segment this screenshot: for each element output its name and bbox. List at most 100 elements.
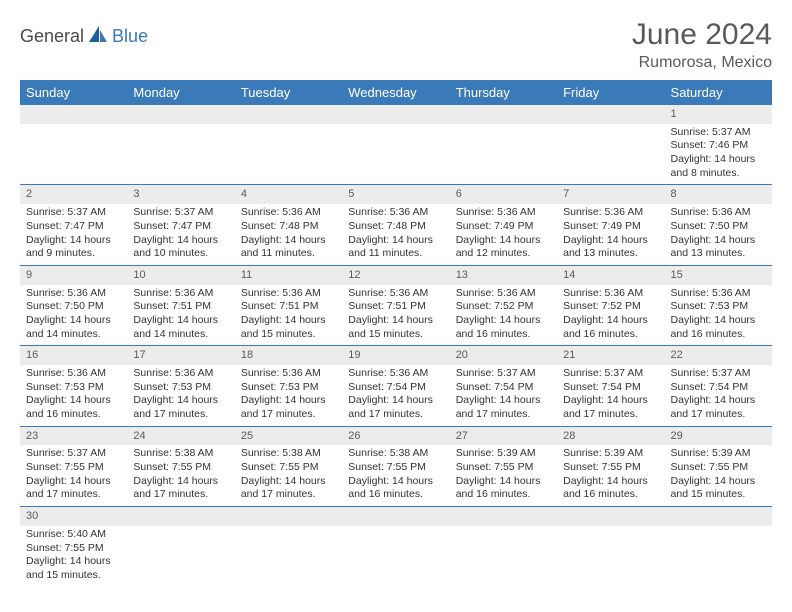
- day-details-cell: Sunrise: 5:39 AMSunset: 7:55 PMDaylight:…: [665, 445, 772, 506]
- day-details-cell: Sunrise: 5:36 AMSunset: 7:51 PMDaylight:…: [235, 285, 342, 346]
- day-number-row: 23242526272829: [20, 426, 772, 445]
- day-number-cell: 13: [450, 265, 557, 284]
- day-details-cell: Sunrise: 5:36 AMSunset: 7:51 PMDaylight:…: [127, 285, 234, 346]
- day-number-cell: 7: [557, 185, 664, 204]
- day-number-cell: 16: [20, 346, 127, 365]
- sun-info: Sunrise: 5:36 AMSunset: 7:51 PMDaylight:…: [133, 287, 228, 342]
- day-details-cell: Sunrise: 5:36 AMSunset: 7:48 PMDaylight:…: [342, 204, 449, 265]
- sun-info: Sunrise: 5:36 AMSunset: 7:48 PMDaylight:…: [348, 206, 443, 261]
- day-number-cell: 6: [450, 185, 557, 204]
- day-details-cell: Sunrise: 5:39 AMSunset: 7:55 PMDaylight:…: [557, 445, 664, 506]
- day-details-cell: Sunrise: 5:40 AMSunset: 7:55 PMDaylight:…: [20, 526, 127, 587]
- logo: General Blue: [20, 18, 148, 49]
- sun-info: Sunrise: 5:38 AMSunset: 7:55 PMDaylight:…: [348, 447, 443, 502]
- calendar-table: Sunday Monday Tuesday Wednesday Thursday…: [20, 80, 772, 586]
- day-number-cell: 10: [127, 265, 234, 284]
- day-details-cell: [127, 124, 234, 185]
- day-details-cell: Sunrise: 5:38 AMSunset: 7:55 PMDaylight:…: [127, 445, 234, 506]
- day-details-cell: Sunrise: 5:36 AMSunset: 7:53 PMDaylight:…: [20, 365, 127, 426]
- weekday-header: Saturday: [665, 80, 772, 105]
- day-details-cell: [342, 124, 449, 185]
- day-number-cell: [557, 507, 664, 526]
- day-number-row: 2345678: [20, 185, 772, 204]
- day-details-cell: [557, 526, 664, 587]
- day-number-cell: [20, 105, 127, 124]
- day-details-row: Sunrise: 5:37 AMSunset: 7:47 PMDaylight:…: [20, 204, 772, 265]
- sun-info: Sunrise: 5:36 AMSunset: 7:53 PMDaylight:…: [241, 367, 336, 422]
- day-details-cell: [450, 526, 557, 587]
- day-number-row: 1: [20, 105, 772, 124]
- day-number-cell: 27: [450, 426, 557, 445]
- sun-info: Sunrise: 5:36 AMSunset: 7:53 PMDaylight:…: [133, 367, 228, 422]
- day-details-row: Sunrise: 5:37 AMSunset: 7:46 PMDaylight:…: [20, 124, 772, 185]
- day-details-cell: Sunrise: 5:37 AMSunset: 7:47 PMDaylight:…: [127, 204, 234, 265]
- day-details-cell: Sunrise: 5:37 AMSunset: 7:54 PMDaylight:…: [557, 365, 664, 426]
- day-details-cell: Sunrise: 5:37 AMSunset: 7:54 PMDaylight:…: [450, 365, 557, 426]
- day-details-cell: [665, 526, 772, 587]
- day-number-cell: 28: [557, 426, 664, 445]
- sun-info: Sunrise: 5:36 AMSunset: 7:51 PMDaylight:…: [348, 287, 443, 342]
- day-number-cell: 1: [665, 105, 772, 124]
- day-details-cell: Sunrise: 5:36 AMSunset: 7:52 PMDaylight:…: [450, 285, 557, 346]
- day-details-cell: Sunrise: 5:36 AMSunset: 7:52 PMDaylight:…: [557, 285, 664, 346]
- day-number-cell: 18: [235, 346, 342, 365]
- day-number-cell: 19: [342, 346, 449, 365]
- day-number-cell: [342, 507, 449, 526]
- header: General Blue June 2024 Rumorosa, Mexico: [20, 18, 772, 72]
- day-details-cell: [20, 124, 127, 185]
- day-number-cell: 9: [20, 265, 127, 284]
- sun-info: Sunrise: 5:36 AMSunset: 7:54 PMDaylight:…: [348, 367, 443, 422]
- sun-info: Sunrise: 5:36 AMSunset: 7:53 PMDaylight:…: [26, 367, 121, 422]
- day-details-cell: [127, 526, 234, 587]
- sun-info: Sunrise: 5:37 AMSunset: 7:54 PMDaylight:…: [456, 367, 551, 422]
- day-details-cell: Sunrise: 5:36 AMSunset: 7:49 PMDaylight:…: [450, 204, 557, 265]
- day-details-cell: Sunrise: 5:36 AMSunset: 7:51 PMDaylight:…: [342, 285, 449, 346]
- day-details-cell: Sunrise: 5:36 AMSunset: 7:50 PMDaylight:…: [665, 204, 772, 265]
- sun-info: Sunrise: 5:40 AMSunset: 7:55 PMDaylight:…: [26, 528, 121, 583]
- sun-info: Sunrise: 5:36 AMSunset: 7:48 PMDaylight:…: [241, 206, 336, 261]
- day-details-cell: Sunrise: 5:37 AMSunset: 7:54 PMDaylight:…: [665, 365, 772, 426]
- day-number-cell: 11: [235, 265, 342, 284]
- sun-info: Sunrise: 5:37 AMSunset: 7:55 PMDaylight:…: [26, 447, 121, 502]
- day-number-cell: 4: [235, 185, 342, 204]
- day-details-row: Sunrise: 5:36 AMSunset: 7:53 PMDaylight:…: [20, 365, 772, 426]
- sun-info: Sunrise: 5:36 AMSunset: 7:52 PMDaylight:…: [456, 287, 551, 342]
- sun-info: Sunrise: 5:37 AMSunset: 7:47 PMDaylight:…: [26, 206, 121, 261]
- weekday-header: Friday: [557, 80, 664, 105]
- day-details-cell: Sunrise: 5:39 AMSunset: 7:55 PMDaylight:…: [450, 445, 557, 506]
- day-number-cell: 14: [557, 265, 664, 284]
- day-details-cell: Sunrise: 5:38 AMSunset: 7:55 PMDaylight:…: [342, 445, 449, 506]
- day-details-row: Sunrise: 5:37 AMSunset: 7:55 PMDaylight:…: [20, 445, 772, 506]
- sun-info: Sunrise: 5:36 AMSunset: 7:52 PMDaylight:…: [563, 287, 658, 342]
- day-number-cell: 15: [665, 265, 772, 284]
- location-subtitle: Rumorosa, Mexico: [632, 54, 772, 72]
- weekday-header: Tuesday: [235, 80, 342, 105]
- sun-info: Sunrise: 5:36 AMSunset: 7:49 PMDaylight:…: [456, 206, 551, 261]
- sun-info: Sunrise: 5:39 AMSunset: 7:55 PMDaylight:…: [563, 447, 658, 502]
- sun-info: Sunrise: 5:36 AMSunset: 7:49 PMDaylight:…: [563, 206, 658, 261]
- day-details-cell: [235, 526, 342, 587]
- sun-info: Sunrise: 5:37 AMSunset: 7:47 PMDaylight:…: [133, 206, 228, 261]
- day-number-cell: 3: [127, 185, 234, 204]
- day-number-cell: 22: [665, 346, 772, 365]
- sun-info: Sunrise: 5:36 AMSunset: 7:53 PMDaylight:…: [671, 287, 766, 342]
- logo-text-blue: Blue: [112, 26, 148, 47]
- day-number-cell: 17: [127, 346, 234, 365]
- day-number-cell: 2: [20, 185, 127, 204]
- day-details-cell: [235, 124, 342, 185]
- weekday-header: Thursday: [450, 80, 557, 105]
- day-number-cell: 29: [665, 426, 772, 445]
- day-details-cell: Sunrise: 5:36 AMSunset: 7:48 PMDaylight:…: [235, 204, 342, 265]
- day-details-cell: Sunrise: 5:38 AMSunset: 7:55 PMDaylight:…: [235, 445, 342, 506]
- sun-info: Sunrise: 5:39 AMSunset: 7:55 PMDaylight:…: [456, 447, 551, 502]
- sun-info: Sunrise: 5:36 AMSunset: 7:51 PMDaylight:…: [241, 287, 336, 342]
- day-number-cell: 20: [450, 346, 557, 365]
- day-number-cell: 21: [557, 346, 664, 365]
- sun-info: Sunrise: 5:36 AMSunset: 7:50 PMDaylight:…: [26, 287, 121, 342]
- day-number-cell: 30: [20, 507, 127, 526]
- day-number-cell: 5: [342, 185, 449, 204]
- day-details-cell: Sunrise: 5:36 AMSunset: 7:54 PMDaylight:…: [342, 365, 449, 426]
- day-number-cell: [450, 105, 557, 124]
- day-number-cell: 23: [20, 426, 127, 445]
- day-number-cell: 25: [235, 426, 342, 445]
